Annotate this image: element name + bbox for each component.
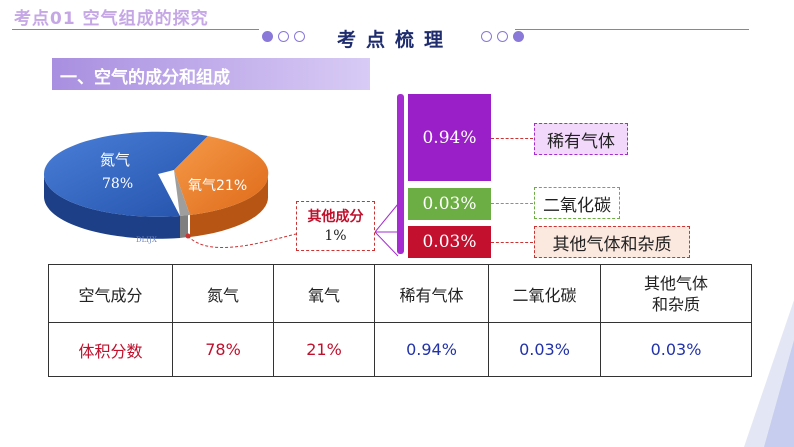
table-cell: 0.03% [600, 322, 752, 377]
corner-shape-dark [764, 340, 794, 447]
pie-slice-nitrogen [43, 131, 208, 217]
co2-label: 二氧化碳 [534, 187, 620, 219]
table-cell: 二氧化碳 [488, 264, 601, 323]
pie-watermark: DLIJX [136, 236, 157, 244]
page-title: 考点梳理 [337, 29, 454, 51]
table-row: 空气成分 氮气 氧气 稀有气体 二氧化碳 其他气体和杂质 [48, 264, 752, 323]
table-cell: 0.03% [488, 322, 601, 377]
callout-label: 其他成分 [307, 209, 364, 225]
connector-line [187, 233, 297, 248]
corner-decoration [744, 300, 794, 447]
grouping-bracket [397, 94, 404, 254]
other-components-callout: 其他成分 1% [296, 201, 375, 251]
co2-value: 0.03% [422, 194, 477, 214]
dot-icon [278, 31, 289, 42]
dot-icon [481, 31, 492, 42]
pie-value-nitrogen: 78% [102, 176, 133, 192]
decor-dots-right [481, 31, 524, 42]
pie-side-nitrogen [43, 174, 180, 239]
other-gas-connector [491, 242, 533, 243]
lesson-title: 考点01 空气组成的探究 [14, 9, 209, 29]
other-gas-label-text: 其他气体和杂质 [552, 234, 672, 255]
table-cell: 氧气 [273, 264, 375, 323]
other-gas-value: 0.03% [422, 232, 477, 252]
callout-value: 1% [324, 228, 347, 244]
rare-gas-value-box: 0.94% [408, 94, 491, 181]
other-gas-value-box: 0.03% [408, 226, 491, 258]
pie-side-other [180, 215, 188, 238]
table-cell: 0.94% [374, 322, 489, 377]
section-heading: 一、空气的成分和组成 [52, 58, 370, 90]
rare-gas-value: 0.94% [422, 127, 477, 148]
table-cell: 21% [273, 322, 375, 377]
pie-chart: 氮气 78% 氧气21% DLIJX [43, 131, 269, 244]
dot-icon [513, 31, 524, 42]
co2-value-box: 0.03% [408, 188, 491, 220]
table-cell: 体积分数 [48, 322, 173, 377]
dot-icon [294, 31, 305, 42]
header-divider-right [515, 29, 749, 30]
table-cell: 其他气体和杂质 [600, 264, 752, 323]
rare-gas-connector [491, 138, 533, 139]
table-cell: 氮气 [172, 264, 274, 323]
pie-slice-oxygen [174, 136, 269, 215]
dot-icon [262, 31, 273, 42]
rare-gas-label: 稀有气体 [534, 123, 628, 155]
pie-slice-other [174, 170, 190, 216]
rare-gas-label-text: 稀有气体 [547, 131, 615, 152]
pie-label-nitrogen: 氮气 [100, 151, 130, 169]
co2-connector [491, 203, 533, 204]
composition-table: 空气成分 氮气 氧气 稀有气体 二氧化碳 其他气体和杂质 体积分数 78% 21… [48, 264, 752, 377]
pie-side-oxygen [190, 176, 269, 237]
decor-dots-left [262, 31, 305, 42]
table-row: 体积分数 78% 21% 0.94% 0.03% 0.03% [48, 322, 752, 377]
dot-icon [497, 31, 508, 42]
connector-line-right [374, 203, 399, 257]
table-cell-multiline: 其他气体和杂质 [643, 273, 708, 314]
header-divider-left [12, 29, 259, 30]
table-cell: 78% [172, 322, 274, 377]
section-heading-text: 一、空气的成分和组成 [60, 68, 230, 88]
co2-label-text: 二氧化碳 [543, 195, 611, 216]
pie-label-oxygen: 氧气21% [188, 178, 247, 194]
callout-connector [185, 203, 399, 257]
table-cell: 稀有气体 [374, 264, 489, 323]
table-cell: 空气成分 [48, 264, 173, 323]
other-gas-label: 其他气体和杂质 [534, 226, 690, 258]
